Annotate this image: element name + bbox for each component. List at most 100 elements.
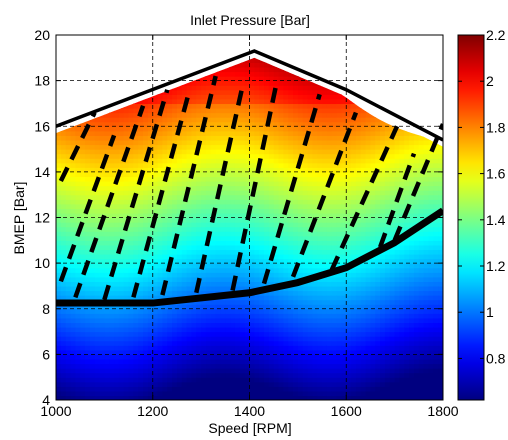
heatmap-cell — [293, 217, 299, 223]
heatmap-cell — [293, 153, 299, 159]
heatmap-cell — [186, 98, 193, 105]
heatmap-cell — [346, 212, 352, 219]
heatmap-cell — [355, 317, 362, 324]
heatmap-cell — [249, 358, 255, 365]
heatmap-cell — [259, 363, 265, 369]
heatmap-cell — [109, 336, 115, 342]
heatmap-cell — [268, 222, 275, 228]
heatmap-cell — [75, 267, 81, 273]
heatmap-cell — [89, 208, 96, 214]
heatmap-cell — [215, 130, 222, 136]
heatmap-cell — [123, 158, 130, 164]
heatmap-cell — [85, 267, 91, 273]
heatmap-cell — [205, 194, 212, 200]
heatmap-cell — [259, 162, 265, 168]
heatmap-cell — [191, 112, 197, 118]
heatmap-cell — [341, 203, 347, 209]
heatmap-cell — [128, 244, 134, 251]
heatmap-cell — [278, 199, 284, 205]
heatmap-cell — [114, 386, 120, 392]
heatmap-cell — [317, 368, 323, 374]
heatmap-cell — [123, 345, 130, 351]
heatmap-cell — [239, 317, 246, 324]
heatmap-cell — [249, 340, 255, 346]
heatmap-cell — [317, 135, 323, 141]
heatmap-cell — [297, 167, 304, 173]
heatmap-cell — [268, 354, 275, 360]
heatmap-cell — [336, 185, 343, 191]
heatmap-cell — [225, 212, 231, 219]
heatmap-cell — [75, 249, 81, 255]
heatmap-cell — [326, 354, 333, 360]
heatmap-cell — [94, 212, 101, 219]
heatmap-cell — [297, 130, 304, 136]
heatmap-cell — [99, 390, 105, 397]
heatmap-cell — [249, 62, 255, 68]
heatmap-cell — [351, 135, 357, 141]
heatmap-cell — [147, 281, 154, 287]
heatmap-cell — [191, 386, 197, 392]
heatmap-cell — [273, 331, 280, 337]
heatmap-cell — [114, 130, 120, 136]
heatmap-cell — [157, 144, 164, 150]
heatmap-cell — [259, 185, 265, 191]
heatmap-cell — [220, 85, 226, 91]
heatmap-cell — [317, 331, 323, 337]
heatmap-cell — [225, 322, 231, 328]
heatmap-cell — [346, 240, 352, 246]
heatmap-cell — [249, 231, 255, 237]
heatmap-cell — [230, 372, 236, 378]
heatmap-cell — [230, 386, 236, 392]
heatmap-cell — [152, 327, 159, 333]
heatmap-cell — [89, 308, 96, 314]
heatmap-cell — [297, 368, 304, 374]
heatmap-cell — [75, 135, 81, 141]
heatmap-cell — [89, 258, 96, 264]
heatmap-cell — [181, 139, 188, 146]
heatmap-cell — [196, 153, 202, 159]
heatmap-cell — [293, 130, 299, 136]
heatmap-cell — [278, 331, 284, 337]
heatmap-cell — [205, 158, 212, 164]
heatmap-cell — [312, 336, 318, 342]
heatmap-cell — [181, 212, 188, 219]
heatmap-cell — [307, 222, 313, 228]
heatmap-cell — [264, 281, 270, 287]
heatmap-cell — [346, 295, 352, 301]
heatmap-cell — [99, 171, 105, 178]
heatmap-cell — [152, 144, 159, 150]
heatmap-cell — [254, 121, 260, 127]
heatmap-cell — [336, 281, 343, 287]
heatmap-cell — [225, 358, 231, 365]
heatmap-cell — [268, 372, 275, 378]
heatmap-cell — [220, 226, 226, 232]
heatmap-cell — [167, 276, 173, 282]
heatmap-cell — [297, 231, 304, 237]
heatmap-cell — [186, 108, 193, 114]
heatmap-cell — [230, 162, 236, 168]
heatmap-cell — [152, 226, 159, 232]
heatmap-cell — [70, 317, 76, 324]
heatmap-cell — [138, 135, 144, 141]
heatmap-cell — [336, 240, 343, 246]
heatmap-cell — [191, 244, 197, 251]
heatmap-cell — [56, 130, 62, 136]
heatmap-cell — [89, 372, 96, 378]
heatmap-cell — [186, 94, 193, 100]
heatmap-cell — [220, 94, 226, 100]
heatmap-cell — [264, 103, 270, 109]
heatmap-cell — [215, 258, 222, 264]
heatmap-cell — [152, 322, 159, 328]
heatmap-cell — [176, 349, 183, 355]
heatmap-cell — [259, 71, 265, 77]
heatmap-cell — [181, 267, 188, 273]
heatmap-cell — [94, 368, 101, 374]
heatmap-cell — [341, 340, 347, 346]
heatmap-cell — [341, 368, 347, 374]
heatmap-cell — [176, 85, 183, 91]
heatmap-cell — [302, 254, 309, 260]
heatmap-cell — [114, 185, 120, 191]
heatmap-cell — [210, 144, 217, 150]
heatmap-cell — [331, 144, 338, 150]
heatmap-cell — [186, 194, 193, 200]
